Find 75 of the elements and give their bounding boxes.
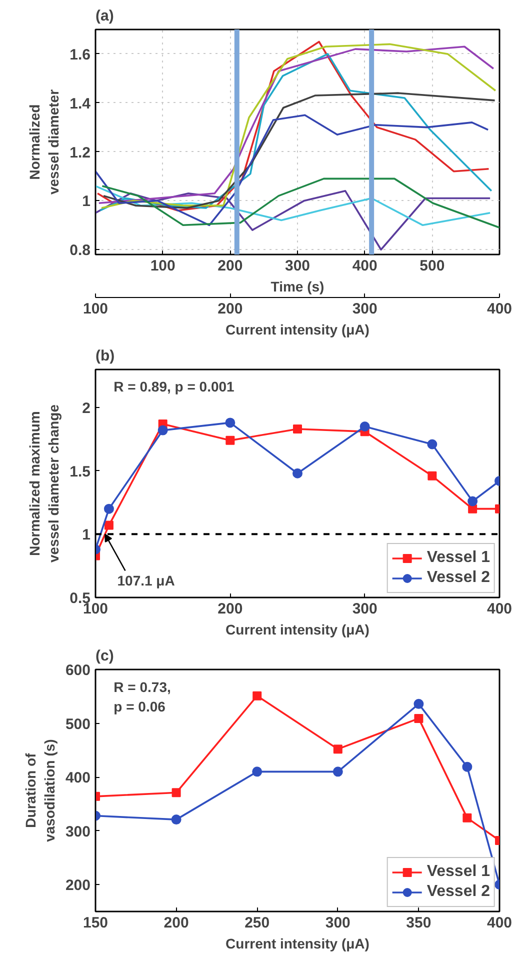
x-tick-label: 500 bbox=[420, 258, 445, 274]
point bbox=[104, 504, 114, 514]
y-tick-label: 2 bbox=[82, 400, 90, 417]
y-tick-label: 300 bbox=[65, 823, 91, 840]
x-tick-label: 400 bbox=[486, 600, 512, 618]
y-tick-label: 1 bbox=[82, 193, 90, 210]
y-axis-title: Normalized vessel diameter bbox=[26, 88, 62, 195]
x2-tick-label: 300 bbox=[352, 300, 378, 318]
point bbox=[414, 698, 424, 709]
line-series bbox=[96, 190, 491, 251]
annotation: 107.1 μA bbox=[117, 572, 175, 589]
x-tick-label: 200 bbox=[218, 600, 243, 618]
x2-tick-label: 200 bbox=[218, 300, 243, 318]
y-tick-label: 200 bbox=[65, 877, 91, 894]
x-tick-label: 400 bbox=[352, 258, 378, 274]
x-tick-label: 300 bbox=[352, 600, 378, 618]
y-tick-label: 1.4 bbox=[70, 95, 92, 112]
legend-label: Vessel 2 bbox=[426, 883, 490, 901]
line-series bbox=[102, 92, 496, 209]
point bbox=[158, 425, 168, 436]
chart-title: (a) bbox=[96, 8, 114, 24]
y-axis-title: Normalized maximum vessel diameter change bbox=[26, 404, 62, 562]
x-axis-title: Current intensity (μA) bbox=[226, 622, 370, 638]
line-series bbox=[96, 185, 491, 226]
annotation: R = 0.73, p = 0.06 bbox=[114, 679, 171, 714]
point bbox=[468, 496, 478, 506]
x-tick-label: 300 bbox=[284, 258, 310, 274]
y-tick-label: 600 bbox=[65, 662, 91, 679]
point bbox=[462, 762, 472, 772]
point bbox=[172, 788, 181, 798]
x2-axis-title: Current intensity (μA) bbox=[226, 322, 370, 338]
line-series bbox=[96, 114, 489, 226]
x-tick-label: 250 bbox=[244, 914, 270, 932]
legend-label: Vessel 1 bbox=[426, 549, 490, 567]
legend-label: Vessel 1 bbox=[426, 863, 490, 881]
point bbox=[226, 436, 235, 445]
line-series bbox=[101, 178, 500, 228]
point bbox=[104, 520, 114, 530]
point bbox=[252, 766, 262, 777]
point bbox=[293, 424, 302, 434]
y-tick-label: 400 bbox=[65, 770, 91, 787]
x-tick-label: 100 bbox=[150, 258, 176, 274]
chart-title: (c) bbox=[96, 648, 114, 664]
x-tick-label: 300 bbox=[325, 914, 350, 932]
x-tick-label: 350 bbox=[406, 914, 432, 932]
point bbox=[414, 714, 424, 723]
chart-title: (b) bbox=[96, 348, 115, 364]
annotation: R = 0.89, p = 0.001 bbox=[114, 378, 235, 395]
point bbox=[333, 744, 342, 754]
x-tick-label: 150 bbox=[82, 914, 108, 932]
y-tick-label: 1.6 bbox=[70, 46, 91, 64]
x2-tick-label: 400 bbox=[486, 300, 512, 318]
x-axis-title: Time (s) bbox=[270, 278, 324, 294]
point bbox=[468, 504, 478, 514]
point bbox=[252, 691, 262, 700]
point bbox=[225, 418, 236, 428]
y-tick-label: 1 bbox=[82, 526, 90, 544]
point bbox=[462, 813, 472, 822]
x-tick-label: 400 bbox=[486, 914, 512, 932]
x-tick-label: 200 bbox=[218, 258, 243, 274]
point bbox=[360, 422, 370, 432]
point bbox=[427, 439, 438, 450]
y-axis-title: Duration of vasodilation (s) bbox=[22, 739, 58, 842]
y-tick-label: 1.5 bbox=[70, 463, 91, 480]
x-axis-title: Current intensity (μA) bbox=[226, 936, 370, 952]
y-tick-label: 0.8 bbox=[70, 242, 91, 260]
point bbox=[171, 814, 182, 825]
x2-tick-label: 100 bbox=[82, 300, 108, 318]
x-tick-label: 200 bbox=[164, 914, 189, 932]
point bbox=[428, 471, 437, 480]
point bbox=[332, 766, 343, 777]
y-tick-label: 500 bbox=[65, 716, 91, 733]
point bbox=[292, 468, 302, 478]
y-tick-label: 1.2 bbox=[70, 144, 91, 162]
legend-label: Vessel 2 bbox=[426, 569, 490, 587]
